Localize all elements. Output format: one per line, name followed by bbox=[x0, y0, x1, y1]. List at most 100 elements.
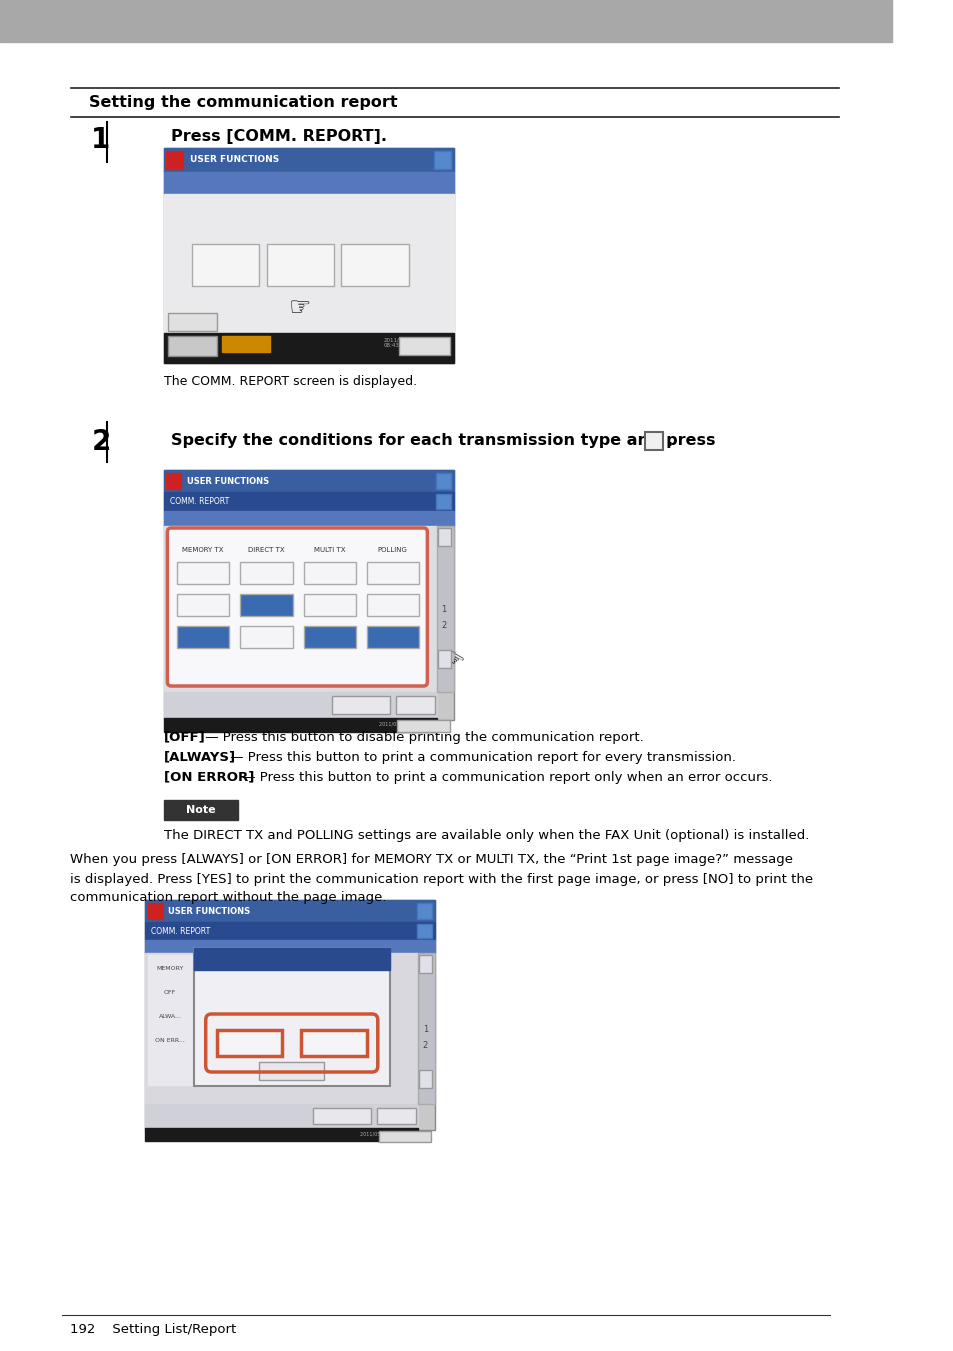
Text: v: v bbox=[422, 1074, 428, 1084]
Text: tl: tl bbox=[170, 478, 178, 484]
Text: OFF: OFF bbox=[196, 570, 210, 576]
Bar bbox=[0, 0, 891, 42]
Bar bbox=[366, 594, 418, 616]
Text: ?: ? bbox=[421, 907, 427, 916]
Text: ON ERROR: ON ERROR bbox=[374, 634, 411, 640]
Text: Specify the conditions for each transmission type and press: Specify the conditions for each transmis… bbox=[171, 432, 715, 447]
Text: ALWA...: ALWA... bbox=[158, 1013, 181, 1019]
Bar bbox=[166, 473, 181, 489]
Bar bbox=[145, 940, 435, 952]
FancyBboxPatch shape bbox=[167, 528, 427, 686]
Bar bbox=[378, 1131, 431, 1142]
Text: — Press this button to disable printing the communication report.: — Press this button to disable printing … bbox=[201, 731, 643, 743]
Text: Print 1st page image?: Print 1st page image? bbox=[234, 1005, 349, 1015]
Text: ☞: ☞ bbox=[289, 296, 311, 320]
Bar bbox=[366, 626, 418, 648]
Bar bbox=[437, 650, 450, 667]
Text: ^: ^ bbox=[421, 959, 429, 969]
Text: ?: ? bbox=[440, 496, 446, 507]
Text: [ALWAYS]: [ALWAYS] bbox=[164, 751, 235, 763]
Bar bbox=[164, 492, 453, 511]
Text: USER FUNCTIONS: USER FUNCTIONS bbox=[187, 477, 269, 485]
Text: USER: USER bbox=[182, 342, 203, 350]
Bar bbox=[266, 245, 334, 286]
Bar bbox=[164, 149, 453, 172]
Text: OK: OK bbox=[391, 1113, 401, 1119]
Bar bbox=[221, 336, 270, 353]
Text: 192    Setting List/Report: 192 Setting List/Report bbox=[71, 1324, 236, 1336]
Text: 2: 2 bbox=[441, 620, 446, 630]
Text: ►: ► bbox=[351, 603, 354, 608]
Bar bbox=[341, 245, 408, 286]
Text: COMM
REPORT: COMM REPORT bbox=[285, 255, 314, 274]
Text: CANCEL: CANCEL bbox=[328, 1113, 355, 1119]
Text: CANCEL: CANCEL bbox=[345, 701, 375, 709]
Bar bbox=[417, 952, 435, 1104]
Bar bbox=[176, 594, 229, 616]
Text: ALWAYS: ALWAYS bbox=[316, 603, 343, 608]
Text: ALWAYS: ALWAYS bbox=[253, 603, 280, 608]
Text: 2 SETTING ITEMS (ADMIN): 2 SETTING ITEMS (ADMIN) bbox=[13, 16, 167, 26]
Bar bbox=[145, 1128, 417, 1142]
Bar bbox=[436, 526, 453, 692]
Text: POLLING: POLLING bbox=[377, 547, 407, 553]
Bar bbox=[176, 562, 229, 584]
Bar bbox=[164, 172, 453, 195]
Bar bbox=[164, 692, 436, 717]
Text: ON ERROR: ON ERROR bbox=[184, 634, 221, 640]
Text: The DIRECT TX and POLLING settings are available only when the FAX Unit (optiona: The DIRECT TX and POLLING settings are a… bbox=[164, 828, 808, 842]
Text: When you press [ALWAYS] or [ON ERROR] for MEMORY TX or MULTI TX, the “Print 1st : When you press [ALWAYS] or [ON ERROR] fo… bbox=[71, 854, 792, 866]
Text: COMM. REPORT: COMM. REPORT bbox=[170, 497, 230, 505]
Text: ►: ► bbox=[413, 603, 416, 608]
Bar bbox=[366, 562, 418, 584]
Bar bbox=[313, 1108, 371, 1124]
Text: 2: 2 bbox=[422, 1040, 428, 1050]
Bar bbox=[240, 594, 293, 616]
Bar bbox=[193, 948, 390, 1086]
Bar bbox=[416, 902, 432, 919]
Bar bbox=[395, 696, 435, 713]
Text: ?: ? bbox=[440, 476, 446, 486]
Bar bbox=[304, 626, 355, 648]
Text: Setting the communication report: Setting the communication report bbox=[89, 95, 397, 109]
Text: 2011/05/10 08:44: 2011/05/10 08:44 bbox=[378, 721, 422, 727]
Text: is displayed. Press [YES] to print the communication report with the first page : is displayed. Press [YES] to print the c… bbox=[71, 873, 812, 885]
Text: ^: ^ bbox=[439, 532, 448, 542]
Text: NO: NO bbox=[325, 1038, 342, 1048]
Text: [ON ERROR]: [ON ERROR] bbox=[164, 770, 253, 784]
Text: OFF: OFF bbox=[323, 570, 336, 576]
Text: ALWAYS: ALWAYS bbox=[189, 603, 216, 608]
Text: MEMORY TX: MEMORY TX bbox=[182, 547, 223, 553]
Text: USER FUNCTIONS: USER FUNCTIONS bbox=[168, 907, 251, 916]
Text: OFF: OFF bbox=[386, 570, 399, 576]
Text: ⇧  RETURN: ⇧ RETURN bbox=[173, 319, 212, 326]
Bar bbox=[176, 626, 229, 648]
Bar bbox=[436, 473, 450, 489]
Text: ☞: ☞ bbox=[440, 647, 466, 673]
Text: YES: YES bbox=[239, 1038, 260, 1048]
Bar bbox=[148, 955, 193, 1085]
Bar bbox=[168, 336, 216, 357]
Text: 1: 1 bbox=[422, 1025, 428, 1035]
Text: OFF: OFF bbox=[259, 570, 273, 576]
Text: MULTI TX: MULTI TX bbox=[314, 547, 346, 553]
Text: v: v bbox=[441, 654, 447, 663]
Bar bbox=[418, 955, 432, 973]
Bar bbox=[164, 470, 453, 492]
Bar bbox=[166, 151, 183, 169]
Bar bbox=[240, 562, 293, 584]
Bar bbox=[644, 432, 662, 450]
Text: OK: OK bbox=[410, 701, 420, 709]
Text: The COMM. REPORT screen is displayed.: The COMM. REPORT screen is displayed. bbox=[164, 374, 416, 388]
Bar bbox=[304, 594, 355, 616]
Bar bbox=[168, 313, 216, 331]
Bar bbox=[418, 1070, 432, 1088]
Bar bbox=[145, 900, 435, 1129]
Text: — Press this button to print a communication report for every transmission.: — Press this button to print a communica… bbox=[226, 751, 736, 763]
Bar bbox=[332, 696, 390, 713]
Text: communication report without the page image.: communication report without the page im… bbox=[71, 892, 386, 905]
Bar bbox=[164, 511, 453, 526]
Text: tl: tl bbox=[151, 908, 159, 915]
Text: ►: ► bbox=[400, 278, 404, 284]
Bar bbox=[164, 149, 453, 363]
